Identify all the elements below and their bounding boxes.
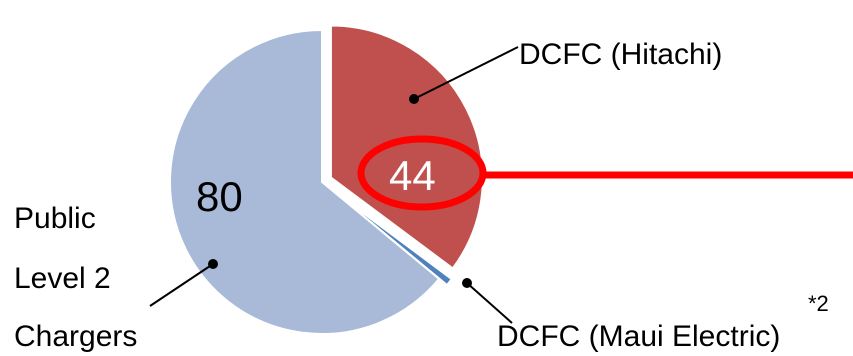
category-label-maui: DCFC (Maui Electric) xyxy=(497,320,780,353)
leader-line-maui xyxy=(466,282,513,324)
leader-line-level2 xyxy=(149,263,214,307)
slice-dcfc-maui-electric xyxy=(329,187,454,287)
data-label-hitachi: 44 xyxy=(389,152,436,199)
leader-dot-hitachi xyxy=(409,94,419,104)
category-label-level2-line3: Chargers xyxy=(14,320,137,353)
category-label-level2-line1: Public xyxy=(14,202,96,235)
leader-dot-maui xyxy=(462,278,472,288)
footnote-marker: *2 xyxy=(808,291,829,316)
slice-public-level2-chargers xyxy=(169,28,441,335)
category-label-hitachi: DCFC (Hitachi) xyxy=(519,38,722,71)
data-label-level2: 80 xyxy=(196,173,243,220)
leader-line-hitachi xyxy=(413,46,519,100)
highlight-ellipse xyxy=(357,135,487,211)
category-label-level2-line2: Level 2 xyxy=(14,262,111,295)
leader-dot-level2 xyxy=(208,259,218,269)
